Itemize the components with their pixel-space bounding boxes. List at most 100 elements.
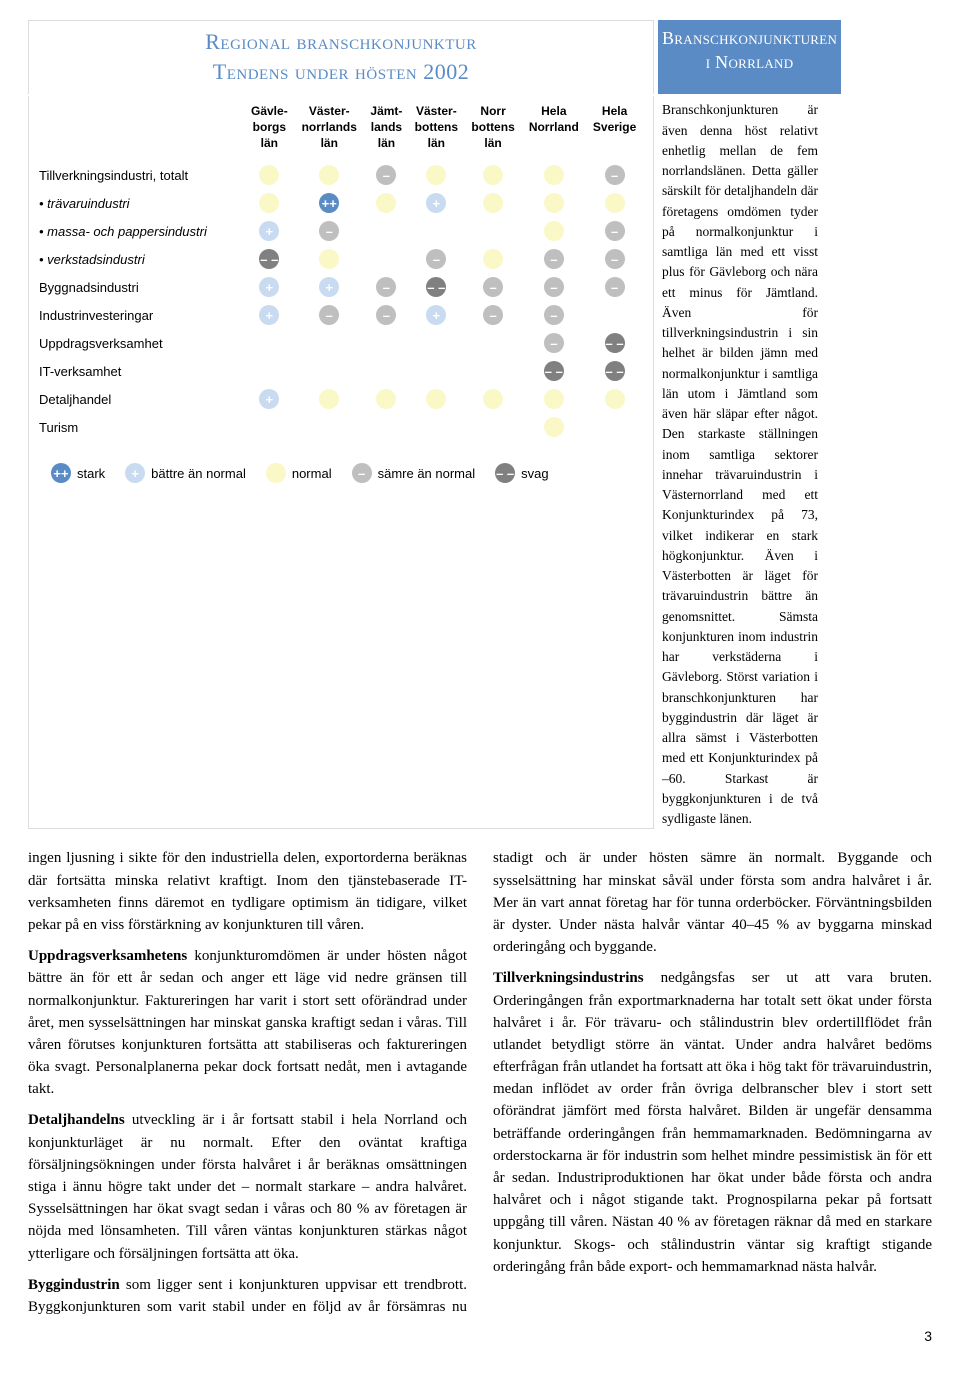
dot-svag: – – xyxy=(544,361,564,381)
cell xyxy=(465,217,522,245)
cell xyxy=(465,413,522,441)
dot-battre: + xyxy=(426,305,446,325)
cell: + xyxy=(245,385,294,413)
dot-samre: – xyxy=(544,333,564,353)
dot-normal xyxy=(376,193,396,213)
dot-normal xyxy=(319,165,339,185)
dot-normal xyxy=(259,165,279,185)
cell: + xyxy=(408,189,465,217)
cell xyxy=(245,357,294,385)
legend-label: stark xyxy=(77,466,105,481)
sidebar-paragraph: Branschkonjunkturen är även denna höst r… xyxy=(662,100,818,829)
legend: ++stark+bättre än normalnormal–sämre än … xyxy=(39,463,643,483)
cell xyxy=(365,385,408,413)
dot-svag: – – xyxy=(426,277,446,297)
cell xyxy=(294,385,365,413)
header-side-line1: Branschkonjunkturen xyxy=(662,28,837,48)
table-row: • massa- och pappersindustri+–– xyxy=(39,217,643,245)
header-main: Regional branschkonjunktur Tendens under… xyxy=(28,20,654,94)
page-number: 3 xyxy=(28,1328,932,1344)
cell xyxy=(586,189,643,217)
body-paragraph: Tillverkningsindustrins nedgångsfas ser … xyxy=(493,967,932,1278)
cell xyxy=(408,413,465,441)
col-header: HelaNorrland xyxy=(521,102,586,161)
legend-item: – –svag xyxy=(495,463,548,483)
dot-normal xyxy=(376,389,396,409)
cell xyxy=(245,189,294,217)
col-blank xyxy=(39,102,245,161)
dot-samre: – xyxy=(376,277,396,297)
dot-samre: – xyxy=(605,277,625,297)
body-paragraph: Detaljhandelns utveckling är i år fortsa… xyxy=(28,1109,467,1264)
cell: – xyxy=(408,245,465,273)
cell xyxy=(245,413,294,441)
cell: – xyxy=(521,273,586,301)
top-headers: Regional branschkonjunktur Tendens under… xyxy=(28,20,932,94)
dot-samre: – xyxy=(376,305,396,325)
cell: – – xyxy=(586,329,643,357)
cell: – xyxy=(294,217,365,245)
body-columns: ingen ljusning i sikte för den industrie… xyxy=(28,847,932,1318)
cell: – xyxy=(465,273,522,301)
table-row: Tillverkningsindustri, totalt–– xyxy=(39,161,643,189)
dot-svag: – – xyxy=(605,333,625,353)
cell: – xyxy=(586,245,643,273)
row-label: Byggnadsindustri xyxy=(39,273,245,301)
matrix-body: Tillverkningsindustri, totalt––• trävaru… xyxy=(39,161,643,441)
cell xyxy=(408,357,465,385)
cell: – xyxy=(465,301,522,329)
col-header: Norrbottenslän xyxy=(465,102,522,161)
row-label: Tillverkningsindustri, totalt xyxy=(39,161,245,189)
cell: – xyxy=(521,301,586,329)
dot-samre: – xyxy=(483,305,503,325)
cell: – – xyxy=(245,245,294,273)
table-row: • trävaruindustri+++ xyxy=(39,189,643,217)
cell xyxy=(365,217,408,245)
cell xyxy=(245,161,294,189)
dot-normal xyxy=(544,417,564,437)
cell: – xyxy=(521,245,586,273)
matrix-box: Gävle-borgslänVäster-norrlandslänJämt-la… xyxy=(28,96,654,829)
cell: + xyxy=(294,273,365,301)
dot-normal xyxy=(426,389,446,409)
dot-normal xyxy=(544,165,564,185)
cell xyxy=(294,161,365,189)
table-row: Turism xyxy=(39,413,643,441)
row-label: Uppdragsverksamhet xyxy=(39,329,245,357)
dot-battre: + xyxy=(259,305,279,325)
table-row: Uppdragsverksamhet – – – xyxy=(39,329,643,357)
cell: + xyxy=(245,217,294,245)
table-row: Industrinvesteringar+––+–– xyxy=(39,301,643,329)
cell xyxy=(294,329,365,357)
dot-normal xyxy=(605,389,625,409)
row-label: • trävaruindustri xyxy=(39,189,245,217)
matrix-table: Gävle-borgslänVäster-norrlandslänJämt-la… xyxy=(39,102,643,441)
cell: – – xyxy=(408,273,465,301)
table-row: IT-verksamhet– –– – xyxy=(39,357,643,385)
cell xyxy=(465,245,522,273)
col-header: Väster-bottenslän xyxy=(408,102,465,161)
row-label: • verkstadsindustri xyxy=(39,245,245,273)
dot-samre: – xyxy=(426,249,446,269)
cell xyxy=(465,385,522,413)
cell xyxy=(521,385,586,413)
dot-normal xyxy=(544,193,564,213)
dot-samre: – xyxy=(605,249,625,269)
cell: + xyxy=(245,301,294,329)
dot-battre: + xyxy=(426,193,446,213)
row-label: • massa- och pappersindustri xyxy=(39,217,245,245)
cell xyxy=(521,217,586,245)
cell xyxy=(294,245,365,273)
cell: – xyxy=(365,301,408,329)
row-label: Industrinvesteringar xyxy=(39,301,245,329)
cell: – – xyxy=(521,357,586,385)
cell xyxy=(465,189,522,217)
cell xyxy=(365,357,408,385)
cell: – xyxy=(586,273,643,301)
cell: – xyxy=(294,301,365,329)
legend-label: bättre än normal xyxy=(151,466,246,481)
dot-battre: + xyxy=(259,277,279,297)
dot-normal xyxy=(426,165,446,185)
header-side-line2: i Norrland xyxy=(706,52,794,72)
cell xyxy=(294,413,365,441)
